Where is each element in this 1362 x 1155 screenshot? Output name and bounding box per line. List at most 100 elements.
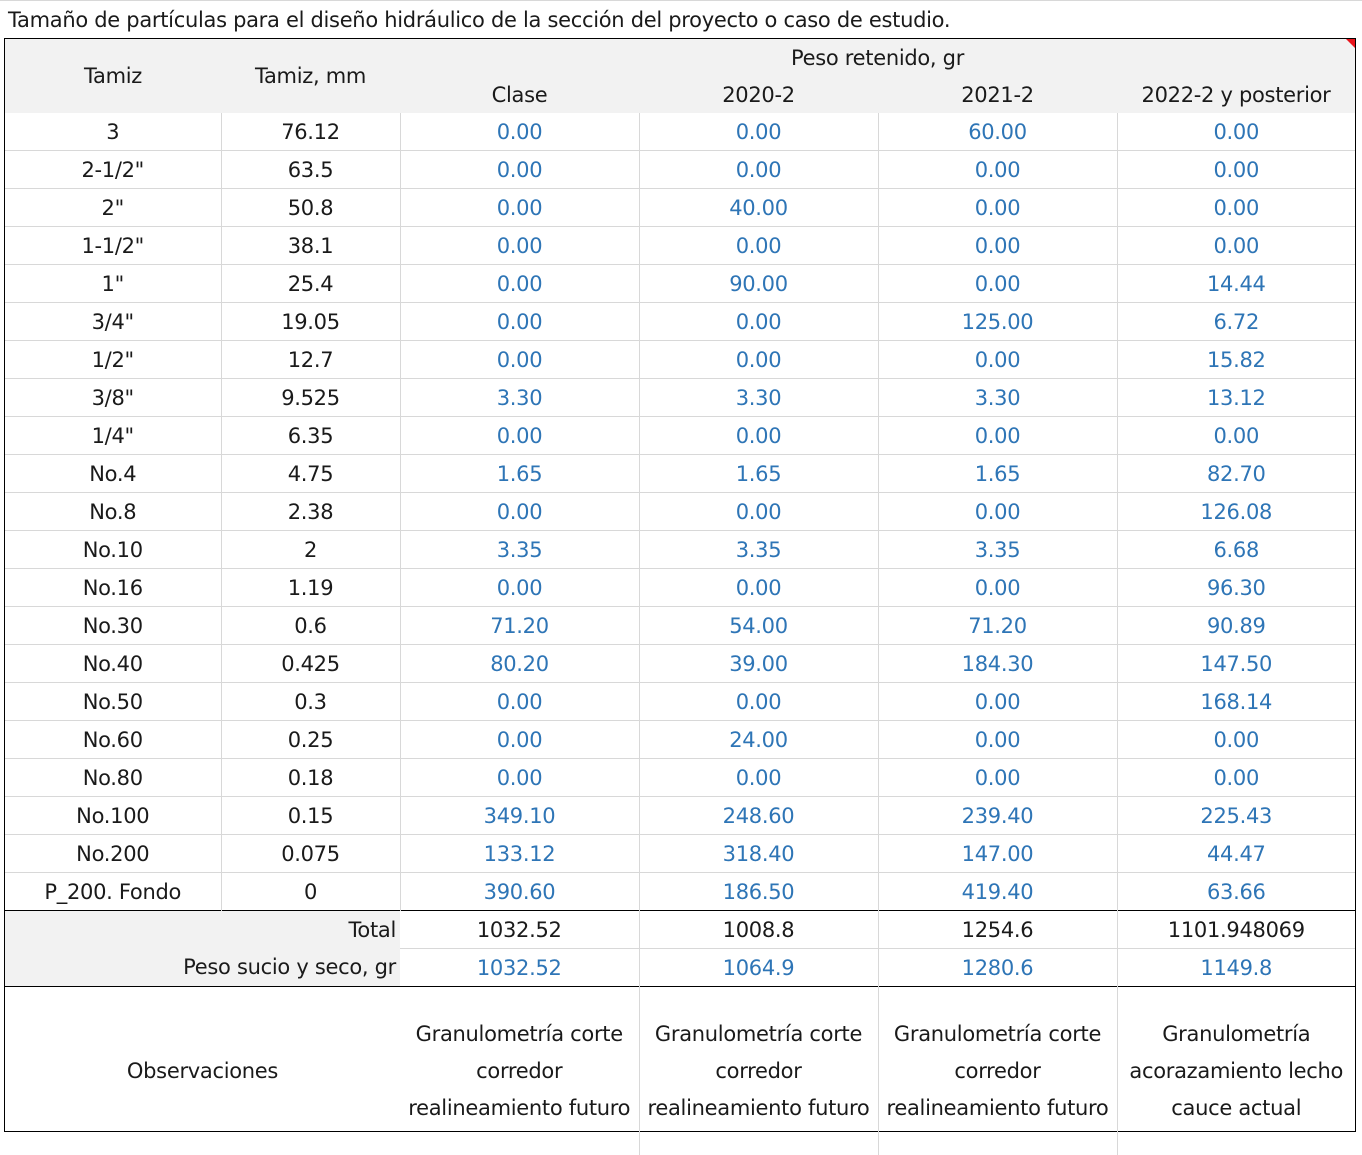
- total-value[interactable]: 1254.6: [878, 911, 1117, 949]
- tamiz-mm-cell[interactable]: 6.35: [221, 417, 400, 455]
- col-2022-2-cell[interactable]: 0.00: [1117, 151, 1355, 189]
- col-2020-2-cell[interactable]: 0.00: [639, 569, 878, 607]
- clase-cell[interactable]: 390.60: [400, 873, 639, 911]
- col-2021-2-cell[interactable]: 0.00: [878, 683, 1117, 721]
- col-2021-2-cell[interactable]: 71.20: [878, 607, 1117, 645]
- tamiz-cell[interactable]: 1": [5, 265, 221, 303]
- tamiz-cell[interactable]: 1-1/2": [5, 227, 221, 265]
- col-2020-2-cell[interactable]: 0.00: [639, 683, 878, 721]
- header-tamiz-mm[interactable]: Tamiz, mm: [221, 39, 400, 113]
- col-2022-2-cell[interactable]: 168.14: [1117, 683, 1355, 721]
- col-2020-2-cell[interactable]: 0.00: [639, 303, 878, 341]
- tamiz-mm-cell[interactable]: 0.25: [221, 721, 400, 759]
- clase-cell[interactable]: 0.00: [400, 417, 639, 455]
- col-2022-2-cell[interactable]: 147.50: [1117, 645, 1355, 683]
- clase-cell[interactable]: 71.20: [400, 607, 639, 645]
- tamiz-cell[interactable]: 2": [5, 189, 221, 227]
- col-2021-2-cell[interactable]: 0.00: [878, 417, 1117, 455]
- tamiz-mm-cell[interactable]: 19.05: [221, 303, 400, 341]
- clase-cell[interactable]: 0.00: [400, 341, 639, 379]
- col-2020-2-cell[interactable]: 0.00: [639, 341, 878, 379]
- col-2022-2-cell[interactable]: 14.44: [1117, 265, 1355, 303]
- clase-cell[interactable]: 0.00: [400, 227, 639, 265]
- tamiz-cell[interactable]: No.100: [5, 797, 221, 835]
- col-2021-2-cell[interactable]: 125.00: [878, 303, 1117, 341]
- col-2022-2-cell[interactable]: 0.00: [1117, 759, 1355, 797]
- col-2020-2-cell[interactable]: 0.00: [639, 417, 878, 455]
- col-2020-2-cell[interactable]: 0.00: [639, 759, 878, 797]
- col-2021-2-cell[interactable]: 184.30: [878, 645, 1117, 683]
- col-2021-2-cell[interactable]: 0.00: [878, 227, 1117, 265]
- peso-sucio-value[interactable]: 1032.52: [400, 949, 639, 987]
- col-2021-2-cell[interactable]: 239.40: [878, 797, 1117, 835]
- clase-cell[interactable]: 0.00: [400, 493, 639, 531]
- tamiz-cell[interactable]: No.50: [5, 683, 221, 721]
- clase-cell[interactable]: 0.00: [400, 683, 639, 721]
- tamiz-cell[interactable]: 2-1/2": [5, 151, 221, 189]
- peso-sucio-label[interactable]: Peso sucio y seco, gr: [5, 949, 400, 987]
- col-2022-2-cell[interactable]: 6.68: [1117, 531, 1355, 569]
- col-2020-2-cell[interactable]: 186.50: [639, 873, 878, 911]
- tamiz-mm-cell[interactable]: 0.6: [221, 607, 400, 645]
- col-2022-2-cell[interactable]: 0.00: [1117, 113, 1355, 151]
- header-2021-2[interactable]: 2021-2: [878, 76, 1117, 113]
- tamiz-mm-cell[interactable]: 0: [221, 873, 400, 911]
- col-2022-2-cell[interactable]: 63.66: [1117, 873, 1355, 911]
- col-2020-2-cell[interactable]: 248.60: [639, 797, 878, 835]
- tamiz-mm-cell[interactable]: 25.4: [221, 265, 400, 303]
- col-2020-2-cell[interactable]: 318.40: [639, 835, 878, 873]
- peso-sucio-value[interactable]: 1280.6: [878, 949, 1117, 987]
- peso-sucio-value[interactable]: 1149.8: [1117, 949, 1355, 987]
- tamiz-cell[interactable]: 3/4": [5, 303, 221, 341]
- col-2022-2-cell[interactable]: 15.82: [1117, 341, 1355, 379]
- tamiz-mm-cell[interactable]: 0.18: [221, 759, 400, 797]
- header-2022-2[interactable]: 2022-2 y posterior: [1117, 76, 1355, 113]
- observacion-cell[interactable]: Granulometría corte corredor realineamie…: [639, 987, 878, 1155]
- observacion-cell[interactable]: Granulometría corte corredor realineamie…: [400, 987, 639, 1155]
- col-2020-2-cell[interactable]: 1.65: [639, 455, 878, 493]
- col-2020-2-cell[interactable]: 0.00: [639, 227, 878, 265]
- header-clase[interactable]: Clase: [400, 76, 639, 113]
- col-2020-2-cell[interactable]: 0.00: [639, 151, 878, 189]
- peso-sucio-value[interactable]: 1064.9: [639, 949, 878, 987]
- col-2020-2-cell[interactable]: 39.00: [639, 645, 878, 683]
- tamiz-cell[interactable]: 1/4": [5, 417, 221, 455]
- tamiz-mm-cell[interactable]: 63.5: [221, 151, 400, 189]
- tamiz-mm-cell[interactable]: 2.38: [221, 493, 400, 531]
- clase-cell[interactable]: 80.20: [400, 645, 639, 683]
- col-2021-2-cell[interactable]: 0.00: [878, 341, 1117, 379]
- clase-cell[interactable]: 0.00: [400, 265, 639, 303]
- tamiz-mm-cell[interactable]: 4.75: [221, 455, 400, 493]
- col-2021-2-cell[interactable]: 147.00: [878, 835, 1117, 873]
- col-2022-2-cell[interactable]: 225.43: [1117, 797, 1355, 835]
- col-2021-2-cell[interactable]: 0.00: [878, 759, 1117, 797]
- col-2022-2-cell[interactable]: 96.30: [1117, 569, 1355, 607]
- tamiz-cell[interactable]: P_200. Fondo: [5, 873, 221, 911]
- tamiz-mm-cell[interactable]: 0.425: [221, 645, 400, 683]
- tamiz-mm-cell[interactable]: 50.8: [221, 189, 400, 227]
- col-2021-2-cell[interactable]: 0.00: [878, 265, 1117, 303]
- clase-cell[interactable]: 133.12: [400, 835, 639, 873]
- total-value[interactable]: 1032.52: [400, 911, 639, 949]
- col-2020-2-cell[interactable]: 0.00: [639, 113, 878, 151]
- header-2020-2[interactable]: 2020-2: [639, 76, 878, 113]
- clase-cell[interactable]: 0.00: [400, 759, 639, 797]
- col-2020-2-cell[interactable]: 40.00: [639, 189, 878, 227]
- clase-cell[interactable]: 0.00: [400, 113, 639, 151]
- tamiz-cell[interactable]: No.10: [5, 531, 221, 569]
- col-2022-2-cell[interactable]: 0.00: [1117, 227, 1355, 265]
- total-value[interactable]: 1008.8: [639, 911, 878, 949]
- tamiz-mm-cell[interactable]: 9.525: [221, 379, 400, 417]
- tamiz-mm-cell[interactable]: 0.075: [221, 835, 400, 873]
- tamiz-mm-cell[interactable]: 76.12: [221, 113, 400, 151]
- clase-cell[interactable]: 0.00: [400, 721, 639, 759]
- col-2021-2-cell[interactable]: 3.35: [878, 531, 1117, 569]
- col-2022-2-cell[interactable]: 44.47: [1117, 835, 1355, 873]
- col-2022-2-cell[interactable]: 0.00: [1117, 189, 1355, 227]
- tamiz-cell[interactable]: No.200: [5, 835, 221, 873]
- col-2020-2-cell[interactable]: 3.30: [639, 379, 878, 417]
- tamiz-cell[interactable]: No.40: [5, 645, 221, 683]
- col-2021-2-cell[interactable]: 3.30: [878, 379, 1117, 417]
- tamiz-mm-cell[interactable]: 1.19: [221, 569, 400, 607]
- col-2021-2-cell[interactable]: 419.40: [878, 873, 1117, 911]
